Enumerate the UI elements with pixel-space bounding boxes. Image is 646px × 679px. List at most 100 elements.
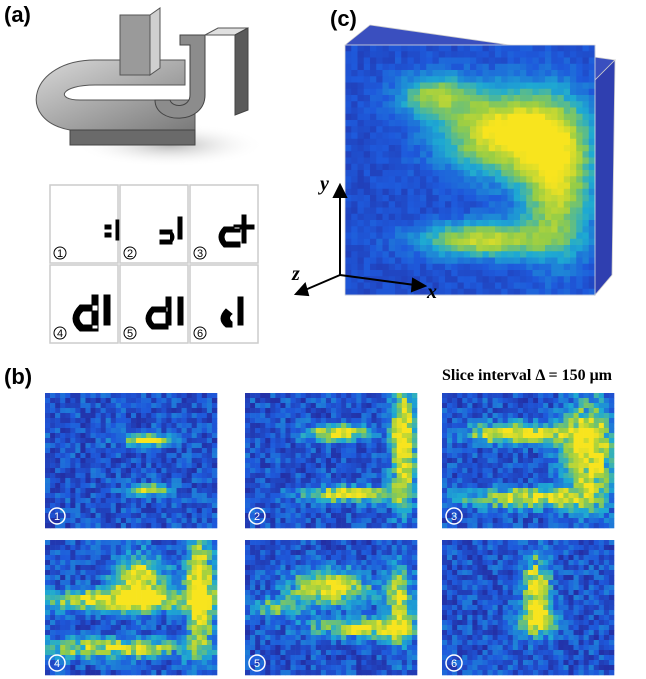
heat-cell xyxy=(301,503,306,508)
heat-cell xyxy=(397,403,402,408)
heat-cell xyxy=(563,513,568,518)
heat-cell xyxy=(402,498,407,503)
volume-cell xyxy=(389,64,396,71)
heat-cell xyxy=(177,418,182,423)
heat-cell xyxy=(371,393,376,398)
heat-cell xyxy=(609,513,614,518)
heat-cell xyxy=(141,398,146,403)
volume-cell xyxy=(358,264,365,271)
heat-cell xyxy=(260,428,265,433)
heat-cell xyxy=(412,458,417,463)
volume-cell xyxy=(501,126,508,133)
heat-cell xyxy=(80,560,85,565)
heat-cell xyxy=(351,438,356,443)
heat-cell xyxy=(599,478,604,483)
heat-cell xyxy=(96,438,101,443)
heat-cell xyxy=(528,438,533,443)
volume-cell xyxy=(589,176,596,183)
heat-cell xyxy=(589,498,594,503)
heat-cell xyxy=(265,443,270,448)
volume-cell xyxy=(589,126,596,133)
volume-cell xyxy=(570,176,577,183)
heat-cell xyxy=(579,433,584,438)
slice-note: Slice interval Δ = 150 μm xyxy=(442,367,613,384)
volume-cell xyxy=(389,239,396,246)
heat-cell xyxy=(101,545,106,550)
heat-cell xyxy=(407,438,412,443)
heat-cell xyxy=(156,600,161,605)
volume-cell xyxy=(520,58,527,65)
heat-cell xyxy=(341,503,346,508)
heat-cell xyxy=(387,483,392,488)
heat-cell xyxy=(503,493,508,498)
volume-cell xyxy=(495,245,502,252)
heat-cell xyxy=(91,498,96,503)
heat-cell xyxy=(96,570,101,575)
heat-cell xyxy=(126,508,131,513)
heat-cell xyxy=(255,468,260,473)
volume-cell xyxy=(551,133,558,140)
volume-cell xyxy=(533,176,540,183)
heat-cell xyxy=(96,478,101,483)
heat-cell xyxy=(126,545,131,550)
heat-cell xyxy=(161,580,166,585)
volume-cell xyxy=(508,276,515,283)
heat-cell xyxy=(311,468,316,473)
volume-cell xyxy=(508,283,515,290)
heat-cell xyxy=(467,408,472,413)
heat-cell xyxy=(192,403,197,408)
heat-cell xyxy=(296,423,301,428)
volume-cell xyxy=(508,89,515,96)
volume-cell xyxy=(395,270,402,277)
heat-cell xyxy=(291,518,296,523)
heat-cell xyxy=(187,518,192,523)
heat-cell xyxy=(382,478,387,483)
heat-cell xyxy=(604,398,609,403)
heat-cell xyxy=(70,600,75,605)
volume-cell xyxy=(564,251,571,258)
volume-cell xyxy=(533,258,540,265)
heat-cell xyxy=(402,418,407,423)
heat-cell xyxy=(579,448,584,453)
heat-cell xyxy=(50,483,55,488)
heat-cell xyxy=(80,625,85,630)
volume-cell xyxy=(345,64,352,71)
heat-cell xyxy=(60,458,65,463)
volume-cell xyxy=(458,214,465,221)
volume-cell xyxy=(508,114,515,121)
heat-cell xyxy=(488,418,493,423)
volume-cell xyxy=(570,126,577,133)
volume-cell xyxy=(439,51,446,58)
heat-cell xyxy=(523,478,528,483)
heat-cell xyxy=(371,448,376,453)
heat-cell xyxy=(568,463,573,468)
heat-cell xyxy=(558,433,563,438)
heat-cell xyxy=(45,540,50,545)
heat-cell xyxy=(50,443,55,448)
volume-cell xyxy=(414,64,421,71)
volume-cell xyxy=(539,164,546,171)
heat-cell xyxy=(579,398,584,403)
heat-cell xyxy=(255,433,260,438)
heat-cell xyxy=(161,575,166,580)
heat-cell xyxy=(60,523,65,528)
heat-cell xyxy=(296,458,301,463)
heat-cell xyxy=(250,438,255,443)
heat-cell xyxy=(141,620,146,625)
volume-cell xyxy=(395,45,402,52)
volume-cell xyxy=(476,120,483,127)
volume-cell xyxy=(508,58,515,65)
heat-cell xyxy=(482,413,487,418)
heat-cell xyxy=(518,493,523,498)
heat-cell xyxy=(599,418,604,423)
heat-cell xyxy=(65,555,70,560)
heat-cell xyxy=(341,493,346,498)
heat-cell xyxy=(80,413,85,418)
volume-cell xyxy=(351,145,358,152)
heat-cell xyxy=(85,473,90,478)
volume-cell xyxy=(439,258,446,265)
heat-cell xyxy=(543,458,548,463)
volume-cell xyxy=(564,151,571,158)
heat-cell xyxy=(397,488,402,493)
heat-cell xyxy=(111,550,116,555)
